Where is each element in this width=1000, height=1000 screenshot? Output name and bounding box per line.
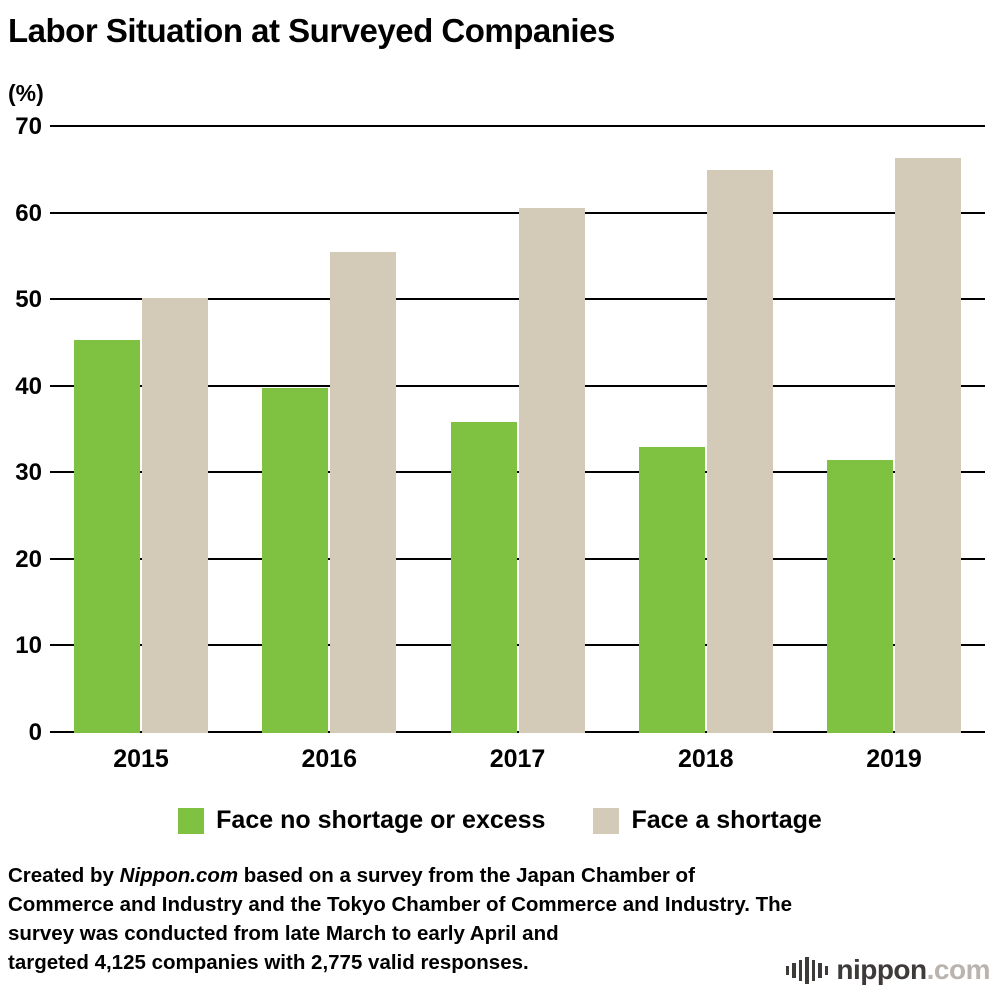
bar-group-2019 [827, 127, 961, 733]
y-tick-label-60: 60 [15, 199, 42, 227]
logo-bar [785, 965, 790, 975]
bars-layer [50, 127, 985, 733]
logo-bar [798, 959, 803, 981]
bar-2018-series-0 [638, 447, 705, 733]
logo-bar [805, 956, 809, 984]
legend-swatch-1 [593, 807, 620, 834]
bar-group-2015 [74, 127, 208, 733]
logo-bar [824, 965, 829, 975]
soundbars-icon [785, 956, 829, 984]
bar-2019-series-0 [827, 460, 893, 733]
source-note: Created by Nippon.com based on a survey … [8, 861, 992, 977]
legend-swatch-0 [178, 807, 205, 834]
source-note-line-3: survey was conducted from late March to … [8, 922, 559, 946]
source-note-line-4: targeted 4,125 companies with 2,775 vali… [8, 951, 529, 975]
source-note-line-1: Created by Nippon.com based on a survey … [8, 864, 695, 887]
bar-group-2016 [262, 127, 397, 733]
gridline-40 [50, 384, 985, 387]
gridline-30 [50, 471, 985, 474]
bar-2018-series-1 [706, 170, 773, 733]
chart-title: Labor Situation at Surveyed Companies [8, 12, 615, 49]
logo-suffix: .com [926, 954, 991, 985]
y-tick-label-40: 40 [15, 372, 42, 400]
bar-2019-series-1 [895, 158, 961, 733]
x-tick-label-2015: 2015 [113, 745, 169, 773]
legend-item-0: Face no shortage or excess [178, 806, 545, 835]
bar-2015-series-1 [142, 298, 208, 733]
y-axis-unit-label: (%) [8, 80, 44, 106]
bar-chart: 0 10 20 30 40 50 60 70 2015 2016 2017 2018 2019 [8, 115, 992, 774]
y-tick-label-0: 0 [28, 719, 42, 746]
legend-label-1: Face a shortage [631, 806, 822, 834]
bar-group-2017 [450, 127, 585, 733]
y-tick-label-10: 10 [15, 632, 42, 660]
bar-2016-series-0 [262, 387, 329, 733]
bar-2017-series-0 [450, 422, 517, 733]
x-axis-labels: 2015 2016 2017 2018 2019 [50, 745, 985, 774]
logo-text: nippon [836, 954, 927, 985]
x-tick-label-2018: 2018 [677, 745, 734, 773]
source-name: Nippon.com [119, 864, 239, 887]
nippon-logo: nippon.com [785, 954, 991, 986]
logo-bar [811, 959, 816, 981]
bar-2016-series-1 [330, 251, 397, 733]
logo-bar [818, 962, 822, 978]
legend-item-1: Face a shortage [593, 806, 822, 835]
y-tick-label-50: 50 [15, 286, 42, 314]
logo-bar [792, 962, 796, 978]
gridline-10 [50, 644, 985, 647]
gridline-60 [50, 211, 985, 214]
gridline-20 [50, 557, 985, 560]
x-tick-label-2017: 2017 [489, 745, 546, 773]
bar-2015-series-0 [74, 339, 140, 733]
bar-group-2018 [638, 127, 773, 733]
plot-area: 0 10 20 30 40 50 60 70 [15, 115, 985, 745]
legend-label-0: Face no shortage or excess [216, 806, 546, 834]
y-tick-label-70: 70 [15, 113, 42, 140]
x-tick-label-2016: 2016 [301, 745, 358, 773]
chart-legend: Face no shortage or excess Face a shortag… [8, 806, 992, 835]
gridline-70 [50, 125, 985, 127]
gridline-0 [50, 731, 985, 733]
y-tick-label-20: 20 [15, 545, 42, 573]
y-tick-label-30: 30 [15, 459, 42, 487]
bar-2017-series-1 [518, 208, 585, 733]
source-note-line-2: Commerce and Industry and the Tokyo Cham… [8, 893, 793, 917]
x-tick-label-2019: 2019 [866, 745, 922, 773]
gridline-50 [50, 298, 985, 301]
